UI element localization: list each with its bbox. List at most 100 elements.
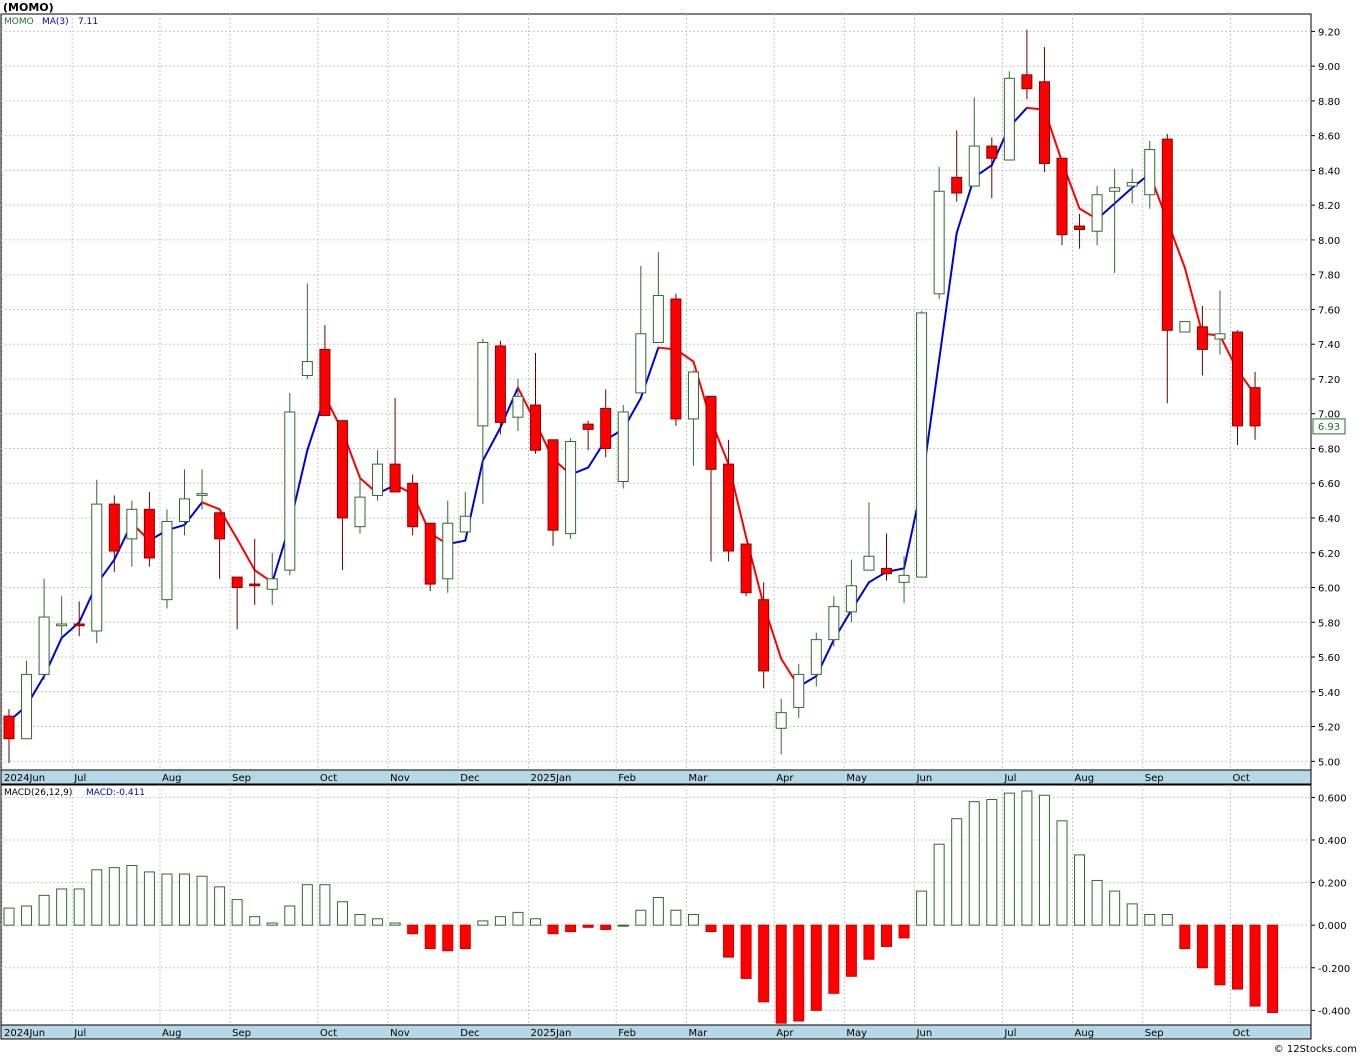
macd-x-tick-label: May xyxy=(846,1028,867,1039)
macd-y-axis: 0.600 0.400 0.200 0.000 -0.200 -0.400 xyxy=(1311,793,1350,1017)
macd-bar xyxy=(301,884,313,926)
legend-ticker: MOMO xyxy=(4,17,34,27)
candle-body xyxy=(459,515,471,533)
price-y-axis: 5.00 5.20 5.40 5.60 5.80 6.00 6.20 6.40 6.60 6.80… xyxy=(1311,27,1340,768)
macd-bar xyxy=(933,843,945,926)
macd-bar xyxy=(372,918,384,926)
price-x-tick-label: Sep xyxy=(232,773,251,784)
macd-bar xyxy=(336,901,348,926)
legend-ma-value: 7.11 xyxy=(78,17,98,27)
price-y-tick-label: 8.00 xyxy=(1318,236,1340,247)
legend-ma: MA(3) xyxy=(42,17,69,27)
price-y-tick-label: 5.60 xyxy=(1318,653,1340,664)
macd-bar xyxy=(1038,794,1050,926)
price-x-axis: 2024Jun Jul Aug Sep Oct Nov Dec 2025Jan Feb Mar Ap… xyxy=(4,773,1250,784)
macd-bar xyxy=(740,924,752,979)
candle-body xyxy=(810,639,822,675)
candle-body xyxy=(740,543,752,594)
candle-body xyxy=(319,348,331,416)
price-y-tick-label: 7.00 xyxy=(1318,410,1340,421)
candle-body xyxy=(1161,138,1173,331)
macd-x-tick-label: Sep xyxy=(232,1028,251,1039)
macd-x-tick-label: 2025Jan xyxy=(531,1028,572,1039)
macd-bar xyxy=(845,924,857,977)
macd-bar xyxy=(1126,903,1138,926)
candle-body xyxy=(1074,225,1086,231)
macd-bar xyxy=(442,924,454,952)
candle-body xyxy=(354,496,366,528)
macd-x-tick-label: Jul xyxy=(1003,1028,1016,1039)
candle-body xyxy=(635,333,647,394)
macd-bar xyxy=(249,916,261,926)
macd-bar xyxy=(284,905,296,926)
macd-y-tick-label: -0.400 xyxy=(1318,1006,1350,1017)
candle-body xyxy=(845,585,857,613)
candle-body xyxy=(600,408,612,449)
macd-bar xyxy=(1267,924,1279,1013)
candle-body xyxy=(916,312,928,578)
price-x-tick-label: Jul xyxy=(73,773,86,784)
macd-bar xyxy=(161,873,173,926)
price-y-tick-label: 8.20 xyxy=(1318,201,1340,212)
macd-bar xyxy=(617,924,629,927)
ma3-segment xyxy=(955,176,976,234)
macd-bar xyxy=(916,890,928,926)
price-y-tick-label: 9.20 xyxy=(1318,27,1340,38)
price-x-tick-label: Mar xyxy=(688,773,708,784)
macd-bar xyxy=(635,909,647,926)
ma3-segment xyxy=(1183,266,1204,335)
macd-bar xyxy=(1249,924,1261,1007)
candle-body xyxy=(214,512,226,540)
macd-x-tick-label: Apr xyxy=(776,1028,794,1039)
candle-body xyxy=(828,606,840,641)
candle-body xyxy=(477,341,489,427)
candle-body xyxy=(670,298,682,420)
candle-body xyxy=(863,555,875,571)
price-y-tick-label: 8.40 xyxy=(1318,166,1340,177)
ma3-segment xyxy=(1113,186,1134,205)
candle-body xyxy=(494,345,506,423)
macd-grid xyxy=(1,785,1311,1025)
macd-bar xyxy=(1196,924,1208,969)
candle-body xyxy=(1109,187,1121,192)
macd-x-tick-label: Aug xyxy=(162,1028,182,1039)
candle-body xyxy=(336,420,348,519)
price-x-tick-label: 2025Jan xyxy=(531,773,572,784)
candle-body xyxy=(1038,81,1050,164)
macd-bar xyxy=(582,924,594,928)
price-y-tick-label: 7.60 xyxy=(1318,305,1340,316)
last-price-value: 6.93 xyxy=(1318,422,1340,433)
candle-body xyxy=(1249,387,1261,427)
candle-body xyxy=(881,567,892,575)
candle-body xyxy=(284,411,296,571)
macd-bar xyxy=(512,911,524,926)
price-x-tick-label: Nov xyxy=(390,773,410,784)
price-y-tick-label: 5.20 xyxy=(1318,723,1340,734)
price-x-tick-label: May xyxy=(846,773,867,784)
ma3-segment xyxy=(236,537,256,572)
macd-bar xyxy=(407,924,419,935)
macd-bar xyxy=(547,924,559,935)
price-plot-frame xyxy=(0,13,1312,771)
macd-bar xyxy=(354,914,366,926)
macd-bar xyxy=(91,869,103,926)
candle-body xyxy=(38,616,50,675)
candle-body xyxy=(231,576,243,589)
macd-bar xyxy=(530,918,541,926)
macd-bar xyxy=(1161,914,1173,926)
candle-body xyxy=(179,498,190,522)
price-y-tick-label: 9.00 xyxy=(1318,62,1340,73)
macd-bar xyxy=(231,899,243,926)
candle-body xyxy=(161,520,173,601)
price-y-tick-label: 6.00 xyxy=(1318,584,1340,595)
macd-bar xyxy=(108,867,120,926)
macd-value-label: MACD:-0.411 xyxy=(86,788,145,798)
candle-body xyxy=(56,623,68,627)
macd-bar xyxy=(21,905,33,926)
macd-x-tick-label: Dec xyxy=(460,1028,479,1039)
macd-x-axis-bar xyxy=(0,1024,1312,1040)
price-y-tick-label: 6.80 xyxy=(1318,444,1340,455)
candle-body xyxy=(73,623,85,627)
macd-bar xyxy=(424,924,436,950)
